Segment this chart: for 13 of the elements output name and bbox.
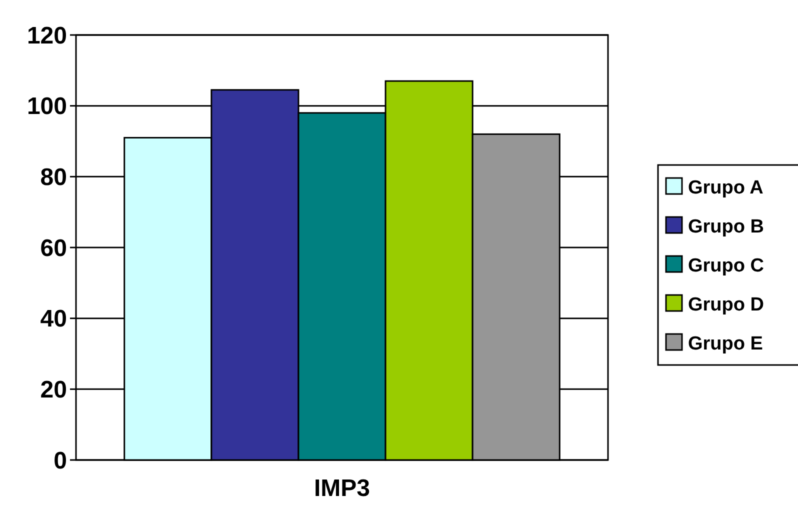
y-tick-label: 0 xyxy=(54,447,67,474)
y-tick-label: 100 xyxy=(26,93,67,120)
x-tick-label: IMP3 xyxy=(314,475,370,502)
legend-label: Grupo A xyxy=(688,178,764,199)
legend-label: Grupo C xyxy=(688,256,764,277)
y-tick-label: 120 xyxy=(26,22,67,50)
y-tick-label: 40 xyxy=(40,306,67,333)
legend-label: Grupo D xyxy=(688,294,764,316)
y-tick-label: 20 xyxy=(40,376,67,404)
legend-label: Grupo B xyxy=(688,216,764,238)
y-tick-label: 80 xyxy=(40,164,67,192)
y-tick-label: 60 xyxy=(40,234,67,262)
legend-label: Grupo E xyxy=(688,334,763,355)
